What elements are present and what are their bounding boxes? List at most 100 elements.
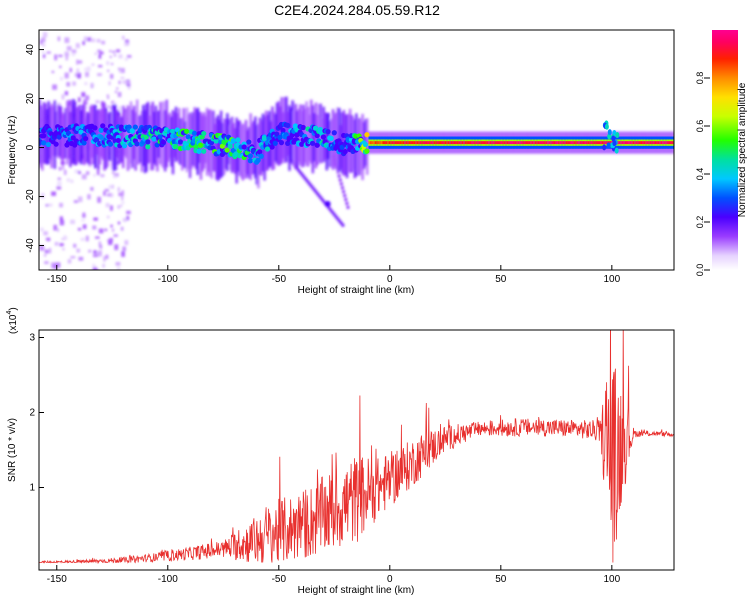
spectrogram-cell (422, 141, 425, 145)
spectrogram-cell (115, 261, 121, 266)
spectrogram-cell (77, 97, 81, 103)
spectrogram-cell (70, 219, 75, 225)
spectrogram-cell (638, 141, 641, 145)
spectrogram-cell (444, 141, 447, 145)
spectrogram-cell (553, 141, 556, 145)
spectrogram-cell (458, 141, 461, 145)
spectrogram-cell (120, 76, 125, 79)
spectrogram-cell (544, 141, 547, 145)
spectrogram-cell (572, 141, 575, 145)
snr-y-label: SNR (10 * v/v) (7, 418, 18, 482)
spectrogram-cell (606, 142, 611, 149)
spectrogram-cell (110, 73, 114, 79)
spectrogram-cell (80, 237, 86, 241)
spectrogram-cell (398, 141, 401, 145)
spectrogram-cell (55, 262, 61, 268)
spectrogram-cell (40, 39, 43, 45)
spectrogram-cell (41, 140, 47, 146)
spectrogram-cell (125, 40, 129, 43)
spectrogram-cell (108, 81, 111, 86)
spectrogram-y-axis: -40 -20 0 20 40 (25, 44, 44, 253)
spectrogram-cell (261, 113, 265, 172)
spectrogram-cell (71, 53, 76, 57)
snr-x-tick-label: 0 (387, 574, 393, 585)
spectrogram-cell (592, 141, 595, 145)
spectrogram-cell (137, 116, 141, 165)
spectrogram-cell (85, 95, 90, 101)
spectrogram-cell (116, 87, 119, 90)
spectrogram-cell (539, 141, 542, 145)
spectrogram-cell (377, 141, 380, 145)
spectrogram-cell (264, 146, 271, 152)
spectrogram-y-tick-label: 40 (25, 44, 36, 56)
figure-title: C2E4.2024.284.05.59.R12 (274, 2, 440, 18)
spectrogram-cell (432, 141, 435, 145)
spectrogram-cell (196, 148, 202, 154)
spectrogram-cell (92, 125, 98, 131)
spectrogram-cell (95, 236, 100, 239)
spectrogram-cell (285, 122, 291, 128)
spectrogram-cell (54, 242, 59, 246)
spectrogram-cell (368, 141, 371, 145)
spectrogram-cell (157, 133, 163, 139)
spectrogram-cell (126, 210, 131, 215)
spectrogram-cell (41, 37, 46, 43)
spectrogram-cell (656, 141, 659, 145)
spectrogram-cell (62, 247, 65, 251)
spectrogram-cell (117, 187, 120, 192)
spectrogram-cell (436, 141, 439, 145)
spectrogram-cell (488, 141, 491, 145)
spectrogram-cell (78, 170, 81, 175)
spectrogram-cell (121, 194, 124, 201)
spectrogram-cell (185, 107, 189, 173)
spectrogram-cell (628, 141, 631, 145)
spectrogram-cell (47, 203, 53, 207)
spectrogram-cell (122, 246, 126, 252)
spectrogram-cell (481, 141, 484, 145)
spectrogram-cell (104, 228, 108, 232)
spectrogram-cell (122, 217, 127, 222)
spectrogram-cell (649, 141, 652, 145)
spectrogram-y-tick-label: -20 (25, 189, 36, 204)
spectrogram-cell (624, 141, 627, 145)
spectrogram-cell (227, 143, 233, 149)
spectrogram-cell (57, 36, 61, 42)
spectrogram-cell (40, 227, 44, 232)
spectrogram-cell (483, 141, 486, 145)
spectrogram-cell (70, 256, 76, 259)
colorbar-tick-label: 0.2 (695, 216, 705, 229)
spectrogram-cell (110, 101, 113, 104)
spectrogram-cell (52, 84, 58, 90)
colorbar-tick-label: 0.8 (695, 72, 705, 85)
spectrogram-cell (62, 163, 65, 170)
snr-series-line (39, 330, 674, 565)
spectrogram-cell (51, 70, 55, 73)
spectrogram-cell (623, 141, 626, 145)
spectrogram-cell (489, 141, 492, 145)
spectrogram-cell (600, 141, 603, 145)
spectrogram-cell (51, 191, 57, 196)
spectrogram-cell (617, 141, 620, 145)
spectrogram-cell (83, 98, 86, 102)
spectrogram-cell (101, 40, 106, 45)
spectrogram-cell (453, 141, 456, 145)
spectrogram-cell (96, 169, 100, 176)
spectrogram-cell (123, 108, 127, 156)
spectrogram-cell (533, 141, 536, 145)
snr-scale-label: (x104) (6, 307, 19, 334)
spectrogram-cell (120, 116, 123, 163)
spectrogram-cell (596, 141, 599, 145)
spectrogram-cell (44, 103, 47, 165)
spectrogram-cell (44, 249, 49, 254)
spectrogram-cell (446, 141, 449, 145)
spectrogram-cell (108, 192, 112, 197)
spectrogram-cell (460, 141, 463, 145)
spectrogram-cell (98, 228, 104, 234)
spectrogram-cell (509, 141, 512, 145)
spectrogram-cell (528, 141, 531, 145)
spectrogram-cell (631, 141, 634, 145)
spectrogram-cell (134, 141, 140, 147)
snr-x-label: Height of straight line (km) (298, 585, 415, 596)
spectrogram-cell (611, 135, 616, 142)
spectrogram-cell (120, 204, 123, 207)
